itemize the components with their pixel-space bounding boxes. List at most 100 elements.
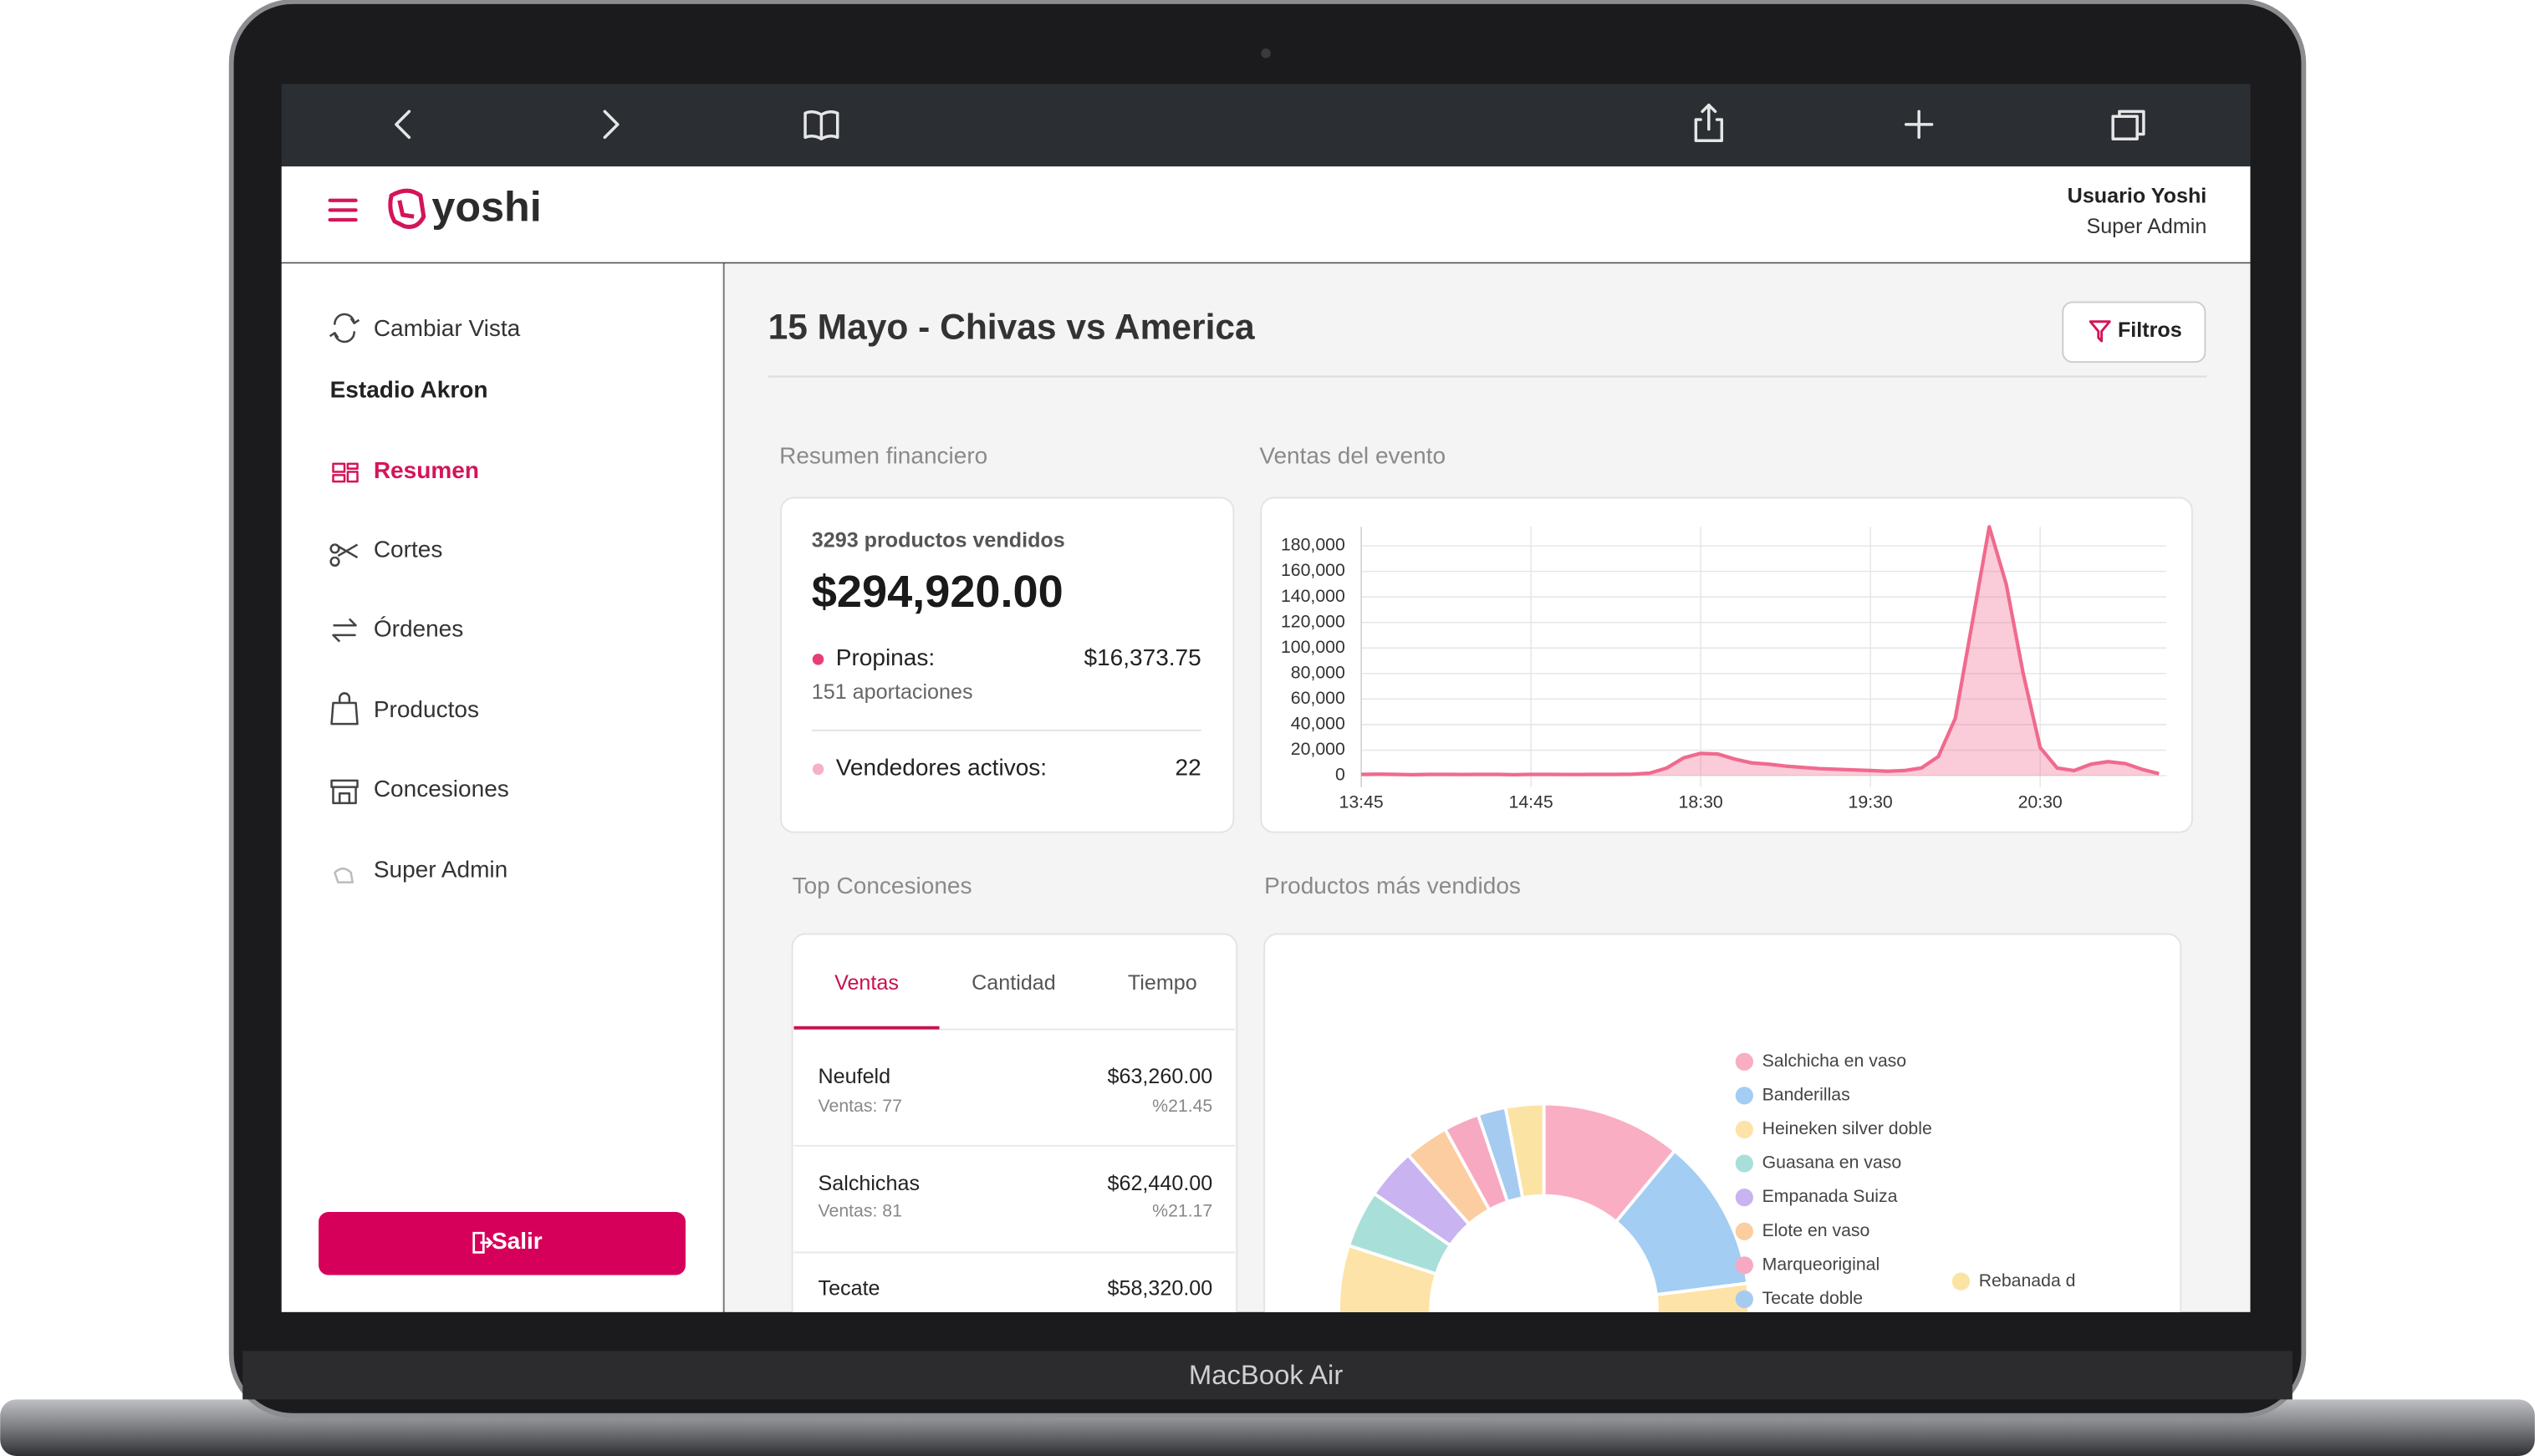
page-title: 15 Mayo - Chivas vs America (768, 308, 1255, 348)
x-tick-label: 20:30 (2018, 792, 2063, 812)
user-name[interactable]: Usuario Yoshi (2068, 185, 2207, 208)
nav-item[interactable]: Productos (374, 696, 479, 722)
concession-name: Tecate (819, 1276, 880, 1300)
x-tick-label: 14:45 (1509, 792, 1553, 812)
sales-chart: 0 20,000 40,000 60,000 80,000 100,000 120,000 1… (1281, 525, 2166, 812)
y-tick-label: 160,000 (1281, 560, 1345, 580)
summary-icon (332, 462, 359, 483)
area-fill (1361, 527, 2160, 776)
concessions-icon (330, 779, 359, 805)
donut-slice (1503, 1102, 1546, 1200)
legend-label: Empanada Suiza (1762, 1186, 1898, 1206)
switch-view-icon (329, 313, 360, 344)
y-tick-label: 100,000 (1281, 637, 1345, 657)
concession-sales: Ventas: 81 (819, 1201, 902, 1221)
y-tick-label: 40,000 (1291, 714, 1345, 734)
switch-view-link[interactable]: Cambiar Vista (374, 315, 521, 341)
menu-button[interactable] (328, 198, 358, 222)
tab-active[interactable]: Ventas (834, 971, 899, 995)
filters-label: Filtros (2118, 318, 2182, 342)
legend-label: Rebanada d (1979, 1270, 2076, 1291)
logout-icon (472, 1231, 493, 1254)
user-role: Super Admin (2086, 215, 2206, 238)
logout-button[interactable] (319, 1212, 686, 1275)
concession-amount: $62,440.00 (1108, 1172, 1213, 1195)
nav-item[interactable]: Super Admin (374, 857, 508, 883)
y-tick-label: 80,000 (1291, 662, 1345, 682)
bookmarks-button[interactable] (803, 110, 839, 141)
tips-value: $16,373.75 (1084, 644, 1201, 670)
concession-amount: $63,260.00 (1108, 1065, 1213, 1088)
vendors-label: Vendedores activos: (836, 755, 1047, 781)
y-tick-label: 60,000 (1291, 688, 1345, 708)
legend-label: Banderillas (1762, 1084, 1850, 1104)
x-tick-label: 18:30 (1679, 792, 1723, 812)
filters-button[interactable] (2062, 301, 2206, 364)
x-tick-label: 13:45 (1339, 792, 1384, 812)
products-card (1263, 933, 2182, 1312)
concession-name: Salchichas (819, 1172, 921, 1195)
legend-swatch (1735, 1256, 1753, 1275)
logout-label: Salir (492, 1228, 543, 1254)
y-tick-label: 0 (1335, 765, 1345, 785)
bezel-chin (242, 1351, 2293, 1400)
orders-icon (332, 618, 357, 643)
tips-label: Propinas: (836, 644, 935, 670)
concession-share: %21.45 (1152, 1096, 1212, 1116)
tips-count: 151 aportaciones (812, 680, 973, 704)
concession-name: Neufeld (819, 1065, 891, 1088)
camera (1261, 48, 1271, 59)
legend-label: Salchicha en vaso (1762, 1051, 1906, 1071)
tab[interactable]: Tiempo (1128, 971, 1197, 995)
sales-card (1260, 496, 2193, 833)
browser-toolbar (281, 84, 2251, 167)
share-button[interactable] (1694, 103, 1724, 142)
section-label: Resumen financiero (779, 443, 987, 469)
screen: yoshi Usuario Yoshi Super Admin Cambiar … (281, 84, 2251, 1312)
section-label: Ventas del evento (1259, 443, 1446, 469)
nav-item[interactable]: Concesiones (374, 776, 509, 802)
tab[interactable]: Cantidad (972, 971, 1056, 995)
vendors-value: 22 (1176, 755, 1201, 781)
legend-swatch (1735, 1052, 1753, 1071)
vendors-dot (812, 763, 824, 776)
products-sold: 3293 productos vendidos (812, 528, 1065, 552)
legend-swatch (1951, 1272, 1971, 1291)
tips-dot (812, 654, 824, 665)
x-tick-label: 19:30 (1849, 792, 1893, 812)
donut-slice (1337, 1243, 1752, 1312)
nav-item[interactable]: Cortes (374, 537, 443, 563)
nav-item-active[interactable]: Resumen (374, 457, 479, 483)
line (1361, 525, 2160, 776)
section-label: Productos más vendidos (1264, 873, 1521, 899)
device-label: MacBook Air (1189, 1359, 1344, 1390)
new-tab-button[interactable] (1904, 109, 1934, 140)
products-chart: Salchicha en vaso Banderillas Heineken sil… (1337, 1051, 2076, 1312)
concession-sales: Ventas: 77 (819, 1096, 902, 1116)
legend-label: Heineken silver doble (1762, 1118, 1932, 1138)
legend-swatch (1735, 1154, 1753, 1173)
legend-label: Tecate doble (1762, 1288, 1864, 1308)
y-tick-label: 120,000 (1281, 611, 1345, 631)
forward-button[interactable] (603, 109, 620, 140)
legend-label: Guasana en vaso (1762, 1153, 1902, 1173)
logo-icon (388, 188, 426, 229)
legend-label: Marqueoriginal (1762, 1254, 1880, 1274)
y-tick-label: 140,000 (1281, 586, 1345, 606)
legend-swatch (1735, 1087, 1753, 1105)
concession-share: %21.17 (1152, 1201, 1212, 1221)
filters-icon (2089, 320, 2111, 343)
total-sales: $294,920.00 (812, 567, 1063, 617)
tabs-button[interactable] (2111, 109, 2145, 141)
app-header (281, 166, 2251, 262)
cuts-icon (329, 543, 359, 567)
financial-card (780, 496, 1235, 833)
legend-label: Elote en vaso (1762, 1220, 1870, 1240)
nav-item[interactable]: Órdenes (374, 615, 463, 641)
legend-swatch (1735, 1290, 1753, 1309)
products-icon (330, 692, 359, 725)
back-button[interactable] (395, 109, 411, 140)
brand-name: yoshi (431, 184, 541, 231)
